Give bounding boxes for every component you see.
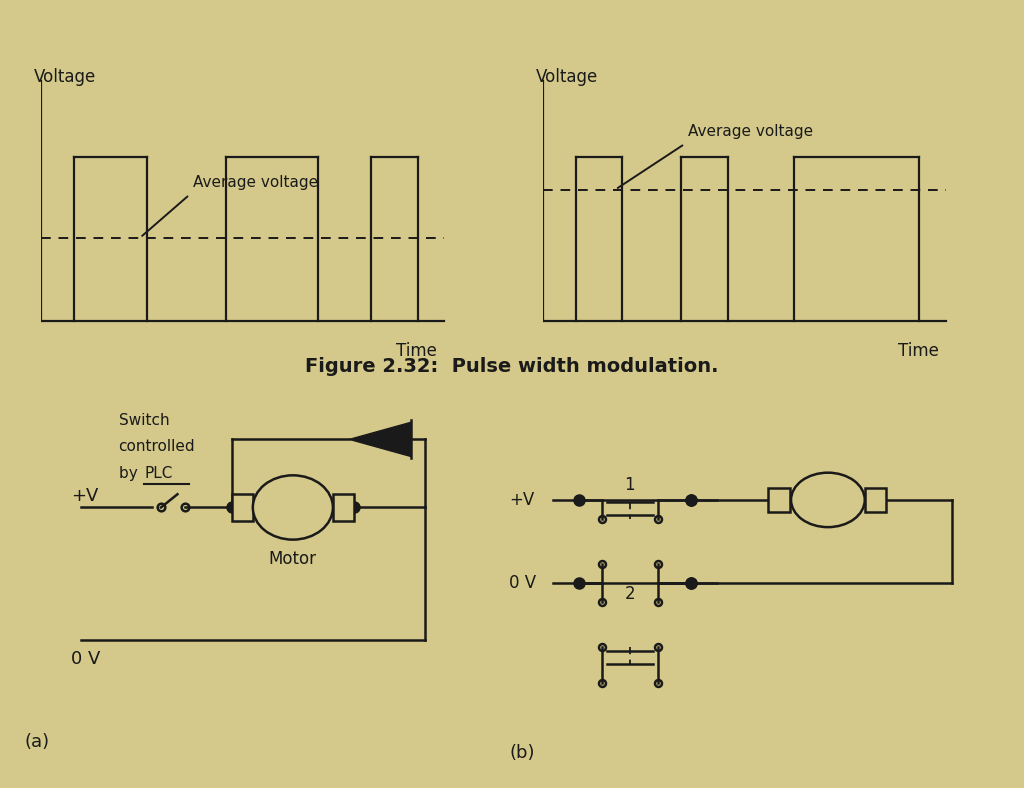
Bar — [768, 488, 790, 512]
Circle shape — [791, 473, 864, 527]
Text: Motor: Motor — [269, 549, 316, 567]
Polygon shape — [349, 422, 411, 456]
Text: Voltage: Voltage — [35, 68, 96, 86]
Text: +V: +V — [72, 487, 99, 505]
Circle shape — [253, 475, 333, 540]
Text: 0 V: 0 V — [510, 574, 537, 592]
Text: controlled: controlled — [119, 440, 196, 455]
Text: 0 V: 0 V — [72, 650, 100, 667]
Text: Average voltage: Average voltage — [193, 174, 318, 190]
Text: (b): (b) — [510, 745, 535, 762]
Text: Figure 2.32:  Pulse width modulation.: Figure 2.32: Pulse width modulation. — [305, 357, 719, 376]
Text: 2: 2 — [625, 585, 635, 604]
Text: Average voltage: Average voltage — [688, 124, 813, 139]
Text: 1: 1 — [625, 476, 635, 494]
Bar — [864, 488, 887, 512]
Bar — [333, 494, 354, 521]
Text: Switch: Switch — [119, 413, 169, 428]
Text: PLC: PLC — [144, 466, 173, 481]
Text: Voltage: Voltage — [537, 68, 598, 86]
Text: by: by — [119, 466, 142, 481]
Text: Time: Time — [898, 342, 939, 359]
Text: Time: Time — [396, 342, 437, 359]
Bar — [231, 494, 253, 521]
Text: (a): (a) — [25, 733, 49, 751]
Text: +V: +V — [510, 491, 535, 509]
